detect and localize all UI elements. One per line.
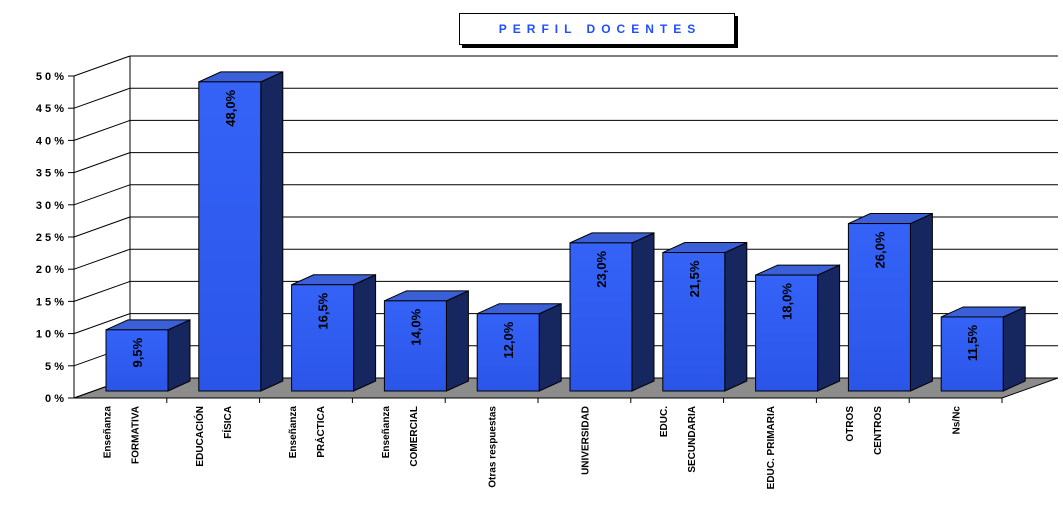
bar: [383, 300, 447, 392]
x-tick-label: CENTROS: [873, 406, 884, 455]
bar-side: [1002, 306, 1026, 392]
bar: [105, 329, 169, 392]
x-tick-label: Enseñanza: [288, 406, 299, 459]
y-tick-label: 2 5 %: [36, 232, 64, 244]
bar-side: [631, 232, 655, 392]
bar-side: [353, 273, 377, 392]
x-tick-label: EDUC. PRIMARIA: [766, 406, 777, 489]
y-tick-label: 3 0 %: [36, 200, 64, 212]
x-tick-label: Enseñanza: [102, 406, 113, 459]
data-label: 14,0%: [408, 308, 423, 345]
bar: [569, 242, 633, 392]
bar-side: [724, 241, 748, 392]
bar-side: [445, 290, 469, 392]
x-tick-label: EDUCACIÓN: [193, 406, 206, 467]
y-tick-label: 3 5 %: [36, 168, 64, 180]
data-label: 26,0%: [872, 231, 887, 268]
y-tick-label: 4 0 %: [36, 135, 64, 147]
gridline-side: [73, 55, 131, 77]
chart-title-box: PERFIL DOCENTES: [459, 13, 735, 45]
data-label: 18,0%: [780, 283, 795, 320]
bar-side: [909, 212, 933, 392]
bar: [940, 316, 1004, 392]
bar: [476, 313, 540, 392]
x-tick-label: OTROS: [845, 406, 856, 442]
bar-side: [817, 264, 841, 392]
x-tick-label: COMERCIAL: [409, 406, 420, 467]
x-tick-label: UNIVERSIDAD: [580, 406, 591, 475]
chart-title: PERFIL DOCENTES: [498, 22, 702, 36]
x-tick-label: PRÁCTICA: [314, 406, 327, 458]
x-tick-label: FORMATIVA: [130, 406, 141, 464]
gridline-side: [73, 313, 131, 335]
data-label: 11,5%: [965, 325, 980, 362]
data-label: 9,5%: [130, 337, 145, 367]
data-label: 21,5%: [687, 260, 702, 297]
y-tick-label: 2 0 %: [36, 264, 64, 276]
y-tick-label: 1 5 %: [36, 296, 64, 308]
y-tick-label: 1 0 %: [36, 329, 64, 341]
gridline-side: [73, 184, 131, 206]
bar-side: [167, 319, 191, 392]
bar-side: [538, 302, 562, 392]
x-tick-label: FÍSICA: [221, 406, 234, 439]
x-tick-label: Ns/Nc: [952, 406, 963, 435]
bar: [291, 284, 355, 392]
gridline-side: [73, 280, 131, 302]
data-label: 23,0%: [594, 250, 609, 287]
y-tick-label: 0 %: [45, 393, 64, 405]
y-tick-label: 5 0 %: [36, 71, 64, 83]
data-label: 12,0%: [501, 321, 516, 358]
x-tick-label: SECUNDARIA: [687, 406, 698, 473]
x-tick-label: EDUC.: [659, 406, 670, 437]
gridline-side: [73, 152, 131, 174]
x-tick-label: Enseñanza: [381, 406, 392, 459]
data-label: 48,0%: [223, 89, 238, 126]
data-label: 16,5%: [316, 292, 331, 329]
x-tick-label: Otras respuestas: [488, 406, 499, 488]
gridline-side: [73, 216, 131, 238]
gridline-side: [73, 87, 131, 109]
gridline-side: [73, 119, 131, 141]
bar: [847, 223, 911, 392]
y-tick-label: 5 %: [45, 361, 64, 373]
bar-side: [260, 71, 284, 392]
gridline-side: [73, 248, 131, 270]
bar: [662, 252, 726, 392]
y-tick-label: 4 5 %: [36, 103, 64, 115]
bar: [755, 274, 819, 392]
bar: [198, 81, 262, 392]
